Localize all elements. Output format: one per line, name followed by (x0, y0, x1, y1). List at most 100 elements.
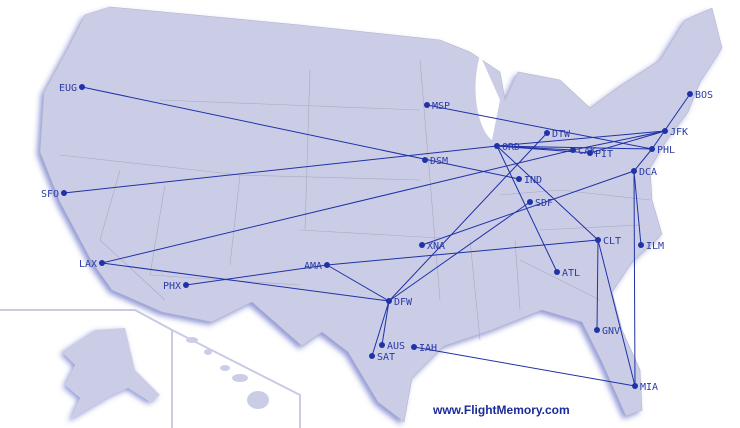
state-border (419, 59, 441, 301)
airport-label: PHX (163, 281, 181, 292)
hawaii-island (232, 374, 248, 382)
airport-clt[interactable]: CLT (595, 236, 621, 247)
airport-dot (419, 242, 425, 248)
state-border (229, 174, 241, 266)
airport-label: SFO (41, 189, 59, 200)
airport-sat[interactable]: SAT (369, 352, 395, 363)
airport-label: CAK (578, 146, 596, 157)
state-border (519, 259, 601, 301)
airport-ord[interactable]: ORD (494, 142, 520, 153)
airport-msp[interactable]: MSP (424, 101, 450, 112)
airport-dot (79, 84, 85, 90)
airport-xna[interactable]: XNA (419, 241, 445, 252)
airport-dot (424, 102, 430, 108)
airport-dca[interactable]: DCA (631, 167, 657, 178)
airport-label: PIT (595, 149, 613, 160)
airport-dsm[interactable]: DSM (422, 156, 448, 167)
airport-label: ORD (502, 142, 520, 153)
state-border (239, 174, 421, 181)
airport-label: JFK (670, 127, 688, 138)
airport-dot (649, 146, 655, 152)
airport-jfk[interactable]: JFK (662, 127, 688, 138)
route-iah-mia (413, 346, 636, 387)
route-ama-clt (326, 239, 599, 266)
airport-dot (61, 190, 67, 196)
airport-dot (369, 353, 375, 359)
airport-ind[interactable]: IND (516, 175, 542, 186)
airport-sfo[interactable]: SFO (41, 189, 67, 200)
route-lax-dfw (101, 262, 390, 302)
airport-dot (386, 298, 392, 304)
airport-dot (632, 383, 638, 389)
flightmemory-link[interactable]: www.FlightMemory.com (433, 403, 570, 417)
state-border (149, 184, 166, 276)
airport-label: PHL (657, 145, 675, 156)
inset-frames (0, 309, 301, 428)
state-border (299, 229, 441, 239)
airport-dot (631, 168, 637, 174)
airport-eug[interactable]: EUG (59, 83, 85, 94)
airport-mia[interactable]: MIA (632, 382, 658, 393)
airport-iah[interactable]: IAH (411, 343, 437, 354)
airport-label: AUS (387, 341, 405, 352)
airport-phx[interactable]: PHX (163, 281, 189, 292)
airport-cak[interactable]: CAK (570, 146, 596, 157)
airport-label: MSP (432, 101, 450, 112)
airport-dot (570, 147, 576, 153)
airport-label: DSM (430, 156, 448, 167)
airport-label: ATL (562, 268, 580, 279)
airport-dfw[interactable]: DFW (386, 297, 413, 308)
airport-gnv[interactable]: GNV (594, 326, 620, 337)
airport-dot (99, 260, 105, 266)
route-phx-ama (185, 264, 328, 286)
state-border (514, 239, 521, 311)
route-dca-mia (633, 170, 636, 387)
airport-lax[interactable]: LAX (79, 259, 105, 270)
airport-bos[interactable]: BOS (687, 90, 713, 101)
airport-label: DCA (639, 167, 657, 178)
route-ord-clt (496, 145, 599, 241)
hawaii-island (204, 349, 212, 355)
airport-label: SAT (377, 352, 395, 363)
route-ord-atl (496, 145, 558, 273)
airport-label: GNV (602, 326, 620, 337)
hawaii-island (186, 337, 198, 343)
hawaii-island (220, 365, 230, 371)
airport-dot (379, 342, 385, 348)
airport-aus[interactable]: AUS (379, 341, 405, 352)
route-ord-jfk (496, 130, 666, 147)
route-cak-jfk (572, 130, 666, 151)
airport-label: AMA (304, 261, 322, 272)
state-border (159, 99, 421, 111)
airport-ilm[interactable]: ILM (638, 241, 664, 252)
state-border (99, 169, 166, 301)
airport-dot (544, 130, 550, 136)
airport-label: LAX (79, 259, 97, 270)
airport-dot (587, 150, 593, 156)
airport-dtw[interactable]: DTW (544, 129, 571, 140)
airport-ama[interactable]: AMA (304, 261, 330, 272)
state-border (539, 224, 641, 231)
airport-label: ILM (646, 241, 664, 252)
airport-phl[interactable]: PHL (649, 145, 675, 156)
hawaii-island (247, 391, 269, 409)
airport-label: IAH (419, 343, 437, 354)
route-clt-gnv (596, 239, 599, 331)
airport-label: MIA (640, 382, 658, 393)
route-dfw-dtw (388, 132, 548, 302)
airport-label: SDF (535, 198, 553, 209)
airport-sdf[interactable]: SDF (527, 198, 553, 209)
airport-dot (554, 269, 560, 275)
airport-dot (638, 242, 644, 248)
airport-atl[interactable]: ATL (554, 268, 580, 279)
airport-dot (687, 91, 693, 97)
airport-dot (324, 262, 330, 268)
airport-pit[interactable]: PIT (587, 149, 613, 160)
airport-label: EUG (59, 83, 77, 94)
airport-dot (662, 128, 668, 134)
route-sfo-ord (63, 145, 498, 194)
route-dfw-sat (371, 300, 390, 357)
route-dca-ilm (633, 170, 642, 246)
